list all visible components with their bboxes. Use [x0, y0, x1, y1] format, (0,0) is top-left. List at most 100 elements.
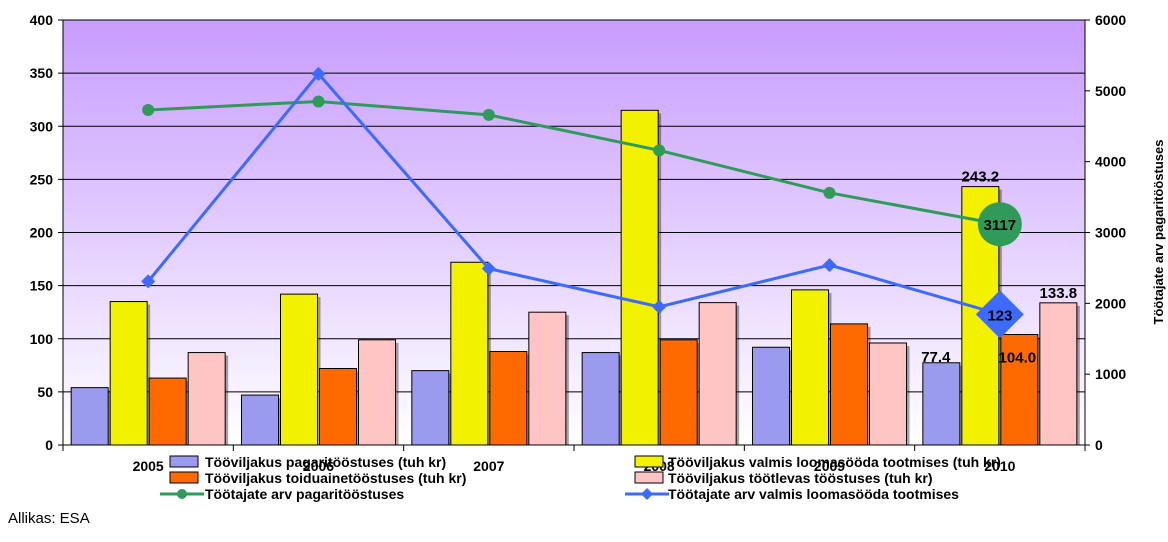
data-label: 123: [987, 307, 1012, 324]
bar: [280, 293, 321, 446]
bar: [1000, 334, 1041, 446]
series-line: [148, 99, 1001, 226]
source-note: Allikas: ESA: [8, 510, 90, 527]
bar-rect: [698, 302, 737, 446]
bar: [698, 302, 740, 446]
line-point: [481, 261, 496, 276]
legend-marker: [177, 489, 187, 499]
y2-tick-label: 6000: [1095, 12, 1126, 28]
bars: [70, 109, 1080, 446]
bar-rect: [830, 323, 868, 446]
bar: [187, 352, 229, 446]
lines: [141, 66, 1024, 339]
y-tick-label: 300: [30, 118, 54, 134]
x-tick-label: 2005: [133, 458, 164, 474]
data-label: 104.0: [999, 350, 1037, 367]
bar: [581, 352, 623, 446]
bar-rect: [241, 394, 279, 446]
bar: [528, 311, 569, 446]
data-label: 133.8: [1040, 285, 1078, 302]
line-point: [482, 108, 495, 121]
legend-item: Töötajate arv pagaritööstuses: [160, 486, 404, 502]
y-tick-label: 200: [30, 225, 54, 241]
bar: [450, 261, 491, 446]
bar-rect: [659, 339, 698, 446]
y2-tick-label: 5000: [1095, 83, 1126, 99]
legend-item: Tööviljakus toiduainetööstuses (tuh kr): [169, 470, 466, 486]
bar-rect: [450, 261, 489, 446]
legend-marker: [641, 488, 653, 500]
line-point: [653, 144, 666, 157]
legend-swatch: [634, 471, 664, 484]
bar: [70, 387, 112, 446]
bar-rect: [358, 339, 396, 446]
legend-label: Töötajate arv pagaritööstuses: [205, 486, 404, 502]
bar-rect: [922, 362, 961, 446]
legend: Tööviljakus pagaritööstuses (tuh kr) Tööv…: [160, 454, 1001, 502]
x-tick-label: 2006: [303, 458, 334, 474]
legend-label: Töötajate arv valmis loomasööda tootmise…: [668, 486, 959, 502]
bar: [791, 289, 832, 446]
bar-rect: [1000, 334, 1039, 446]
bar-rect: [319, 368, 357, 446]
y2-tick-label: 2000: [1095, 295, 1126, 311]
axes: 0501001502002503003504000100020003000400…: [30, 12, 1127, 474]
x-tick-label: 2007: [473, 458, 504, 474]
bar: [411, 370, 452, 446]
legend-label: Tööviljakus pagaritööstuses (tuh kr): [205, 454, 446, 470]
line-point: [823, 186, 836, 199]
line-point: [975, 290, 1024, 339]
series-line: [147, 71, 1001, 316]
bar-rect: [752, 346, 790, 446]
bar: [109, 301, 151, 446]
y2-tick-label: 4000: [1095, 154, 1126, 170]
legend-label: Tööviljakus toiduainetööstuses (tuh kr): [205, 470, 466, 486]
y-tick-label: 0: [45, 437, 53, 453]
y-tick-label: 100: [30, 331, 54, 347]
x-tick-label: 2009: [814, 458, 845, 474]
bar-rect: [489, 351, 528, 446]
y-tick-label: 350: [30, 65, 54, 81]
y-tick-label: 250: [30, 171, 54, 187]
y-tick-label: 150: [30, 278, 54, 294]
y-tick-label: 400: [30, 12, 54, 28]
legend-item: Tööviljakus töötlevas tööstuses (tuh kr): [634, 470, 933, 486]
legend-swatch: [169, 471, 199, 484]
bar: [358, 339, 399, 446]
line-point: [822, 258, 837, 273]
data-label: 77.4: [921, 349, 951, 366]
legend-item: Tööviljakus pagaritööstuses (tuh kr): [169, 454, 446, 470]
data-label: 3117: [984, 217, 1017, 234]
data-labels: 77.4 243.2 104.0 133.8 3117 123: [921, 169, 1077, 367]
y2-tick-label: 3000: [1095, 225, 1126, 241]
legend-swatch: [634, 455, 664, 468]
bar-rect: [411, 370, 450, 446]
bar-rect: [148, 377, 187, 446]
bar: [489, 351, 530, 446]
bar: [319, 368, 360, 446]
line-point: [977, 202, 1022, 247]
bar-rect: [581, 352, 620, 446]
bar: [869, 342, 910, 446]
bar-rect: [620, 109, 659, 446]
bar: [659, 339, 701, 446]
line-point: [142, 103, 155, 116]
legend-item: Tööviljakus valmis loomasööda tootmises …: [634, 454, 1001, 470]
bar: [830, 323, 871, 446]
bar-rect: [528, 311, 567, 446]
bar: [922, 362, 963, 446]
bar-rect: [791, 289, 829, 446]
bar: [620, 109, 662, 446]
bar-rect: [280, 293, 318, 446]
bar-rect: [187, 352, 226, 446]
bar-rect: [70, 387, 109, 446]
line-point: [652, 299, 667, 314]
line-point: [312, 95, 325, 108]
x-tick-label: 2010: [984, 458, 1015, 474]
bar: [148, 377, 190, 446]
bar-rect: [869, 342, 907, 446]
bar: [241, 394, 282, 446]
bar-rect: [1039, 302, 1078, 446]
